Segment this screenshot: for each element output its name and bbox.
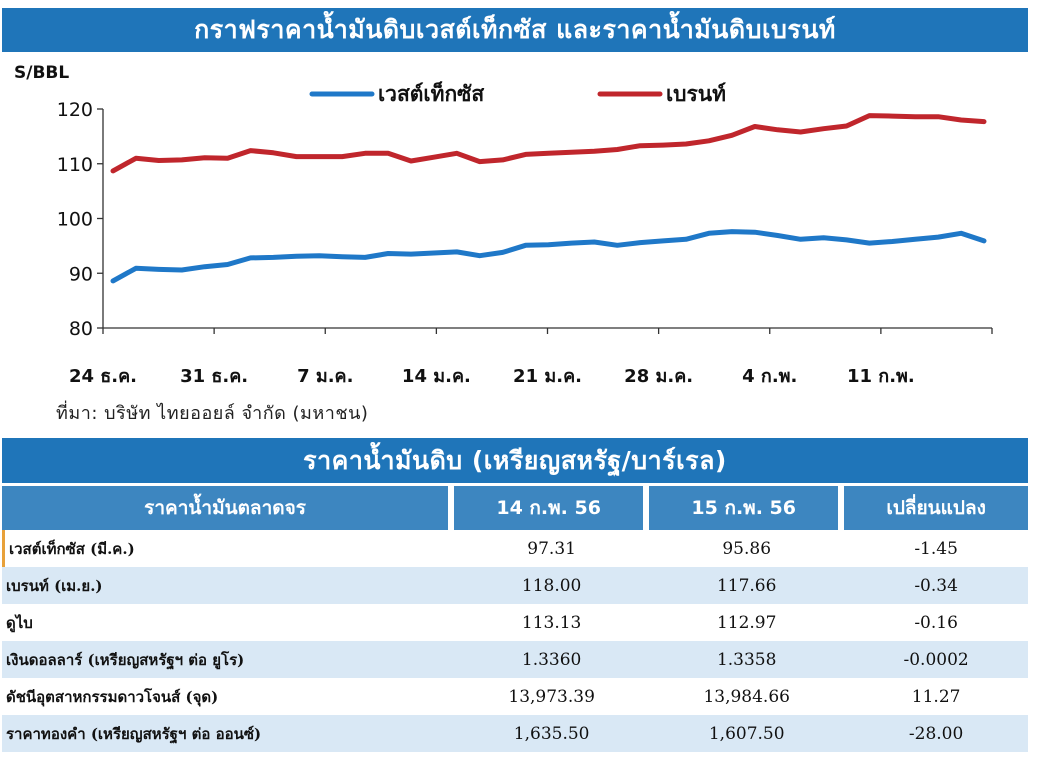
row-label: ดูไบ (6, 613, 33, 632)
row-label: เงินดอลลาร์ (เหรียญสหรัฐฯ ต่อ ยูโร) (2, 641, 455, 678)
row-change: -28.00 (844, 715, 1028, 752)
y-axis-label: S/BBL (14, 63, 69, 83)
y-tick-label: 120 (57, 99, 93, 121)
y-tick-label: 110 (57, 154, 93, 176)
x-tick-label: 4 ก.พ. (742, 366, 797, 387)
source-note: ที่มา: บริษัท ไทยออยล์ จำกัด (มหาชน) (56, 403, 369, 424)
header-date-1: 14 ก.พ. 56 (454, 486, 650, 530)
row-value-2: 13,984.66 (703, 686, 790, 707)
x-tick-label: 21 ม.ค. (513, 366, 582, 387)
header-date-2: 15 ก.พ. 56 (649, 486, 845, 530)
legend-label: เบรนท์ (666, 82, 726, 106)
row-change: -0.34 (844, 567, 1028, 604)
row-value-1: 1.3360 (454, 641, 650, 678)
row-value-1: 118.00 (454, 567, 650, 604)
row-value-1: 13,973.39 (508, 686, 595, 707)
series-lines (110, 113, 987, 284)
x-tick-label: 28 ม.ค. (624, 366, 693, 387)
x-tick-label: 24 ธ.ค. (69, 366, 137, 387)
row-value-1: 97.31 (527, 538, 576, 559)
y-tick-label: 80 (69, 318, 93, 340)
row-value-2: 112.97 (716, 612, 777, 633)
row-value-2: 95.86 (722, 538, 772, 559)
price-table: ราคาน้ำมันตลาดจร 14 ก.พ. 56 15 ก.พ. 56 เ… (2, 486, 1028, 752)
table-row: ดัชนีอุตสาหกรรมดาวโจนส์ (จุด) 13,973.39 … (2, 678, 1028, 715)
chart-axes (97, 108, 993, 334)
series-line-brent (110, 113, 987, 174)
chart-legend: เวสต์เท็กซัส เบรนท์ (309, 80, 726, 106)
table-row: เงินดอลลาร์ (เหรียญสหรัฐฯ ต่อ ยูโร) 1.33… (2, 641, 1028, 678)
x-tick-label: 31 ธ.ค. (180, 366, 248, 387)
header-change: เปลี่ยนแปลง (844, 486, 1028, 530)
y-tick-label: 100 (57, 209, 93, 231)
legend-label: เวสต์เท็กซัส (378, 80, 484, 106)
row-change: -0.16 (914, 612, 958, 633)
y-tick-labels: 80 90 100 110 120 (57, 99, 93, 340)
line-chart: 80 90 100 110 120 24 ธ.ค. 31 ธ.ค. 7 ม.ค. 14 ม.ค… (14, 63, 993, 387)
table-row: ราคาทองคำ (เหรียญสหรัฐฯ ต่อ ออนซ์) 1,635… (2, 715, 1028, 752)
y-tick-label: 90 (69, 263, 93, 285)
row-label: เบรนท์ (เม.ย.) (2, 567, 455, 604)
row-value-2: 1,607.50 (649, 715, 845, 752)
header-market: ราคาน้ำมันตลาดจร (2, 486, 455, 530)
row-change: -0.0002 (844, 641, 1028, 678)
row-label: ดัชนีอุตสาหกรรมดาวโจนส์ (จุด) (6, 687, 219, 706)
row-value-1: 113.13 (521, 612, 582, 633)
row-change: -1.45 (914, 538, 958, 559)
chart-title: กราฟราคาน้ำมันดิบเวสต์เท็กซัส และราคาน้ำ… (2, 8, 1028, 52)
row-value-2: 117.66 (649, 567, 845, 604)
table-row: ดูไบ 113.13 112.97 -0.16 (2, 604, 1028, 641)
row-value-1: 1,635.50 (454, 715, 650, 752)
x-tick-label: 14 ม.ค. (402, 366, 471, 387)
x-tick-labels: 24 ธ.ค. 31 ธ.ค. 7 ม.ค. 14 ม.ค. 21 ม.ค. 28 ม.ค… (69, 366, 915, 387)
row-label: ราคาทองคำ (เหรียญสหรัฐฯ ต่อ ออนซ์) (2, 715, 455, 752)
row-change: 11.27 (911, 686, 961, 707)
series-line-wti (110, 229, 987, 284)
x-tick-label: 7 ม.ค. (297, 366, 353, 387)
row-label: เวสต์เท็กซัส (มี.ค.) (2, 530, 454, 567)
table-header-row: ราคาน้ำมันตลาดจร 14 ก.พ. 56 15 ก.พ. 56 เ… (2, 486, 1028, 530)
table-row: เวสต์เท็กซัส (มี.ค.) 97.31 95.86 -1.45 (2, 530, 1028, 567)
row-value-2: 1.3358 (649, 641, 845, 678)
table-row: เบรนท์ (เม.ย.) 118.00 117.66 -0.34 (2, 567, 1028, 604)
x-tick-label: 11 ก.พ. (847, 366, 915, 387)
table-title: ราคาน้ำมันดิบ (เหรียญสหรัฐ/บาร์เรล) (2, 438, 1028, 483)
